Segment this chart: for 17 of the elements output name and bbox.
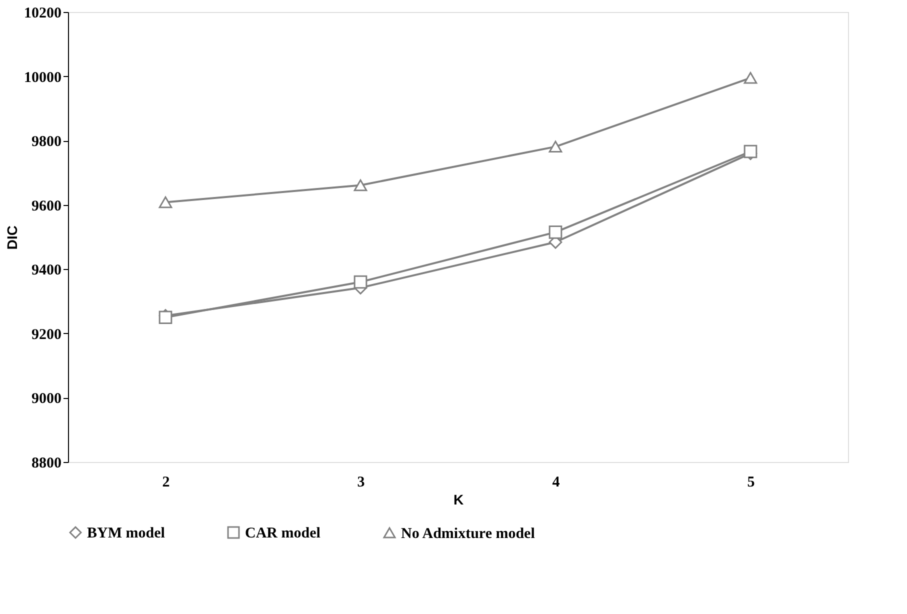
- y-tick-label: 10000: [24, 70, 62, 86]
- y-tick-label: 9600: [32, 198, 62, 214]
- legend-label: CAR model: [245, 526, 320, 542]
- y-tick-label: 10200: [24, 6, 62, 22]
- y-tick-label: 9800: [32, 134, 62, 150]
- y-tick-label: 9000: [32, 391, 62, 408]
- y-tick-label: 9200: [32, 326, 62, 343]
- x-axis-title: K: [453, 492, 464, 508]
- y-axis-title: DIC: [4, 225, 20, 250]
- legend-label: BYM model: [87, 526, 165, 542]
- x-tick-label: 3: [357, 474, 365, 490]
- legend-label: No Admixture model: [401, 526, 535, 542]
- y-tick-label: 9400: [32, 262, 62, 279]
- x-tick-label: 5: [747, 474, 755, 490]
- y-tick-label: 8800: [32, 456, 62, 472]
- x-tick-label: 2: [162, 474, 170, 490]
- x-tick-label: 4: [552, 474, 560, 490]
